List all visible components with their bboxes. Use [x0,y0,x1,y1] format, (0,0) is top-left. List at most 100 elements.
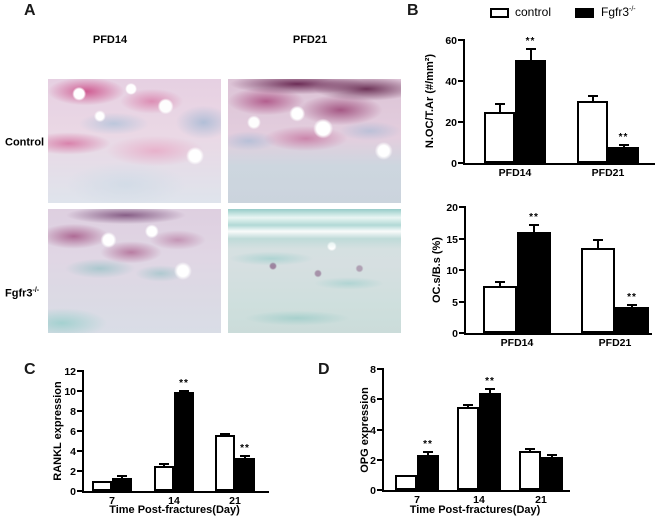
error-bar-cap [525,448,535,450]
bar-Fgfr3-21 [541,457,563,490]
bar-control-21 [519,451,541,490]
error-bar [499,281,501,287]
x-category-label: PFD21 [598,337,632,349]
chart-d: 0 2 4 6 8 7 ** 14 ** 21 [370,364,570,506]
significance-marker: ** [179,378,189,389]
y-tick [77,370,84,372]
y-tick-label: 4 [70,446,76,458]
error-bar-cap [495,281,505,283]
column-header-pfd14: PFD14 [92,34,128,46]
error-bar-cap [179,390,189,392]
y-tick-label: 20 [446,202,458,214]
y-tick-label: 10 [64,386,76,398]
panel-c-label: C [24,361,36,378]
x-category-label: PFD21 [591,167,625,179]
y-tick-label: 4 [370,424,376,437]
legend-swatch-fgfr3 [575,8,594,18]
y-tick-label: 2 [70,466,76,478]
error-bar-cap [525,48,536,50]
bar-Fgfr3-PFD21 [608,147,639,163]
y-tick [77,490,84,492]
y-tick [377,489,384,491]
y-tick-label: 60 [445,35,457,47]
y-tick [458,80,465,82]
bar-Fgfr3-7 [417,455,439,490]
y-tick [77,430,84,432]
y-tick [458,121,465,123]
bar-Fgfr3-21 [235,458,255,491]
x-category-label: 7 [109,495,115,507]
y-axis-label-b-top: N.OC/T.Ar (#/mm²) [424,53,436,149]
x-category-label: 7 [414,494,420,506]
histology-image-control-pfd21 [228,79,401,203]
y-tick [458,162,465,164]
error-bar-cap [547,454,557,456]
chart-b-top: 0 20 40 60 PFD14 ** PFD21 ** [445,35,655,179]
y-tick [459,237,466,240]
legend-control-text: control [515,5,552,19]
y-tick-label: 20 [445,117,457,129]
error-bar-cap [159,463,169,465]
panel-d-label: D [318,361,330,378]
row-label-fgfr3: Fgfr3-/- [5,287,39,300]
legend-label-fgfr3: Fgfr3-/- [601,5,636,19]
y-tick-label: 5 [452,296,458,309]
chart-b-bottom: 0 5 10 15 20 PFD14 ** PFD21 ** [446,202,652,349]
y-tick [459,206,466,208]
y-axis-label-c: RANKL expression [52,381,64,481]
y-tick [77,410,84,412]
bar-Fgfr3-7 [112,478,132,491]
x-axis-title-c: Time Post-fractures(Day) [109,504,240,516]
panel-a-label: A [24,2,36,19]
bar-control-21 [215,435,235,491]
error-bar-cap [117,475,127,477]
significance-marker: ** [529,212,539,223]
y-tick [458,39,465,41]
histology-image-fgfr3-pfd14 [48,209,221,333]
y-tick [377,368,384,370]
y-tick [459,269,466,271]
legend-swatch-control [490,8,509,18]
significance-marker: ** [618,132,629,143]
error-bar-cap [220,433,230,435]
error-bar [529,448,531,452]
y-tick [377,458,384,461]
legend-label-control: control [515,5,551,19]
y-tick [459,300,466,303]
legend-fgfr3-sup: -/- [629,6,636,13]
x-category-label: PFD14 [500,337,534,349]
x-axis-title-d: Time Post-fractures(Day) [409,504,541,516]
bar-control-PFD14 [483,286,517,333]
error-bar [427,451,429,456]
row-label-fgfr3-sup: -/- [32,287,40,294]
x-category-label: 14 [473,494,485,506]
error-bar [597,239,599,249]
error-bar [631,304,633,308]
error-bar [489,388,491,394]
legend-fgfr3-text: Fgfr3 [601,5,630,19]
error-bar-cap [240,455,250,457]
error-bar-cap [423,451,433,453]
error-bar [244,455,246,459]
y-tick [77,450,84,452]
y-tick-label: 6 [370,394,376,407]
y-tick-label: 0 [451,158,457,170]
significance-marker: ** [485,376,495,387]
row-label-fgfr3-text: Fgfr3 [5,287,33,300]
y-tick-label: 6 [70,426,76,438]
bar-Fgfr3-PFD14 [517,232,551,333]
error-bar [121,475,123,479]
error-bar [622,144,625,148]
y-axis-label-b-bottom: OC.s/B.s (%) [431,236,443,304]
y-tick [77,470,84,472]
error-bar-cap [529,224,539,226]
error-bar-cap [618,144,629,146]
bar-control-7 [395,475,417,490]
error-bar [163,463,165,467]
y-tick [377,398,384,401]
error-bar-cap [593,239,603,241]
bar-Fgfr3-PFD21 [615,307,649,333]
bar-control-14 [457,407,479,490]
y-tick [77,390,84,392]
bar-Fgfr3-14 [174,392,194,491]
